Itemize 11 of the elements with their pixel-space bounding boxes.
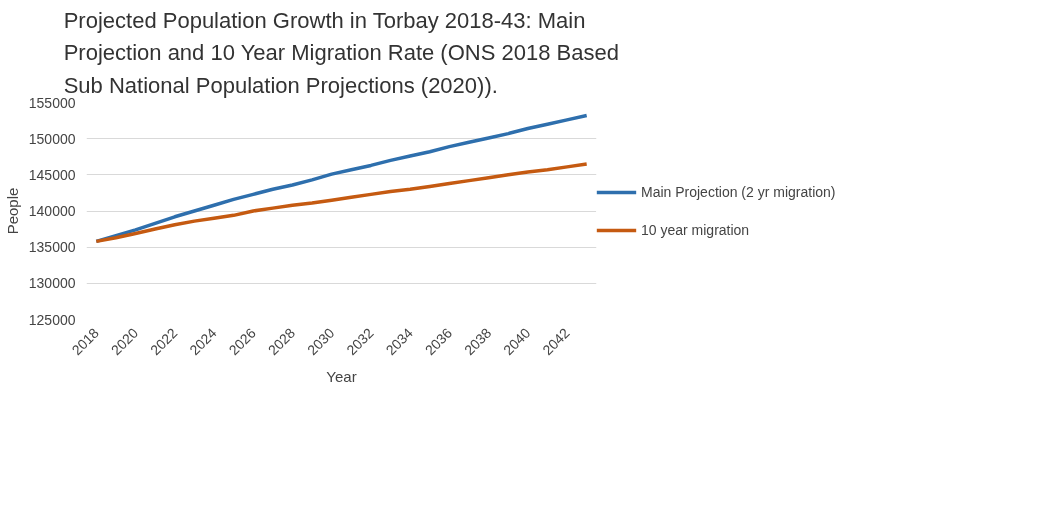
x-axis-title: Year [326,367,357,385]
y-tick-label: 125000 [28,311,76,328]
line-series [94,162,589,244]
legend-label: Main Projection (2 yr migration) [640,183,836,200]
y-axis-title: People [3,187,21,235]
y-tick-label: 140000 [28,203,76,219]
y-tick-label: 150000 [28,130,76,147]
y-tick-label: 135000 [28,239,76,256]
y-tick-label: 145000 [28,166,76,183]
legend-label: 10 year migration [640,221,750,238]
y-tick-label: 130000 [28,275,76,292]
